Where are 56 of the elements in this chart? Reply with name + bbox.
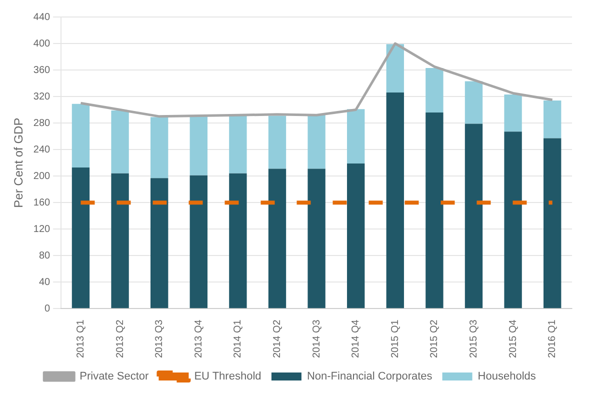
legend-label: Households	[478, 370, 536, 383]
bar	[464, 124, 483, 308]
x-tick-label: 2014 Q3	[311, 319, 322, 358]
y-tick-label: 280	[33, 118, 51, 129]
bar	[347, 163, 365, 308]
x-tick-label: 2014 Q2	[272, 319, 283, 358]
bar	[308, 168, 326, 308]
bar	[72, 104, 90, 168]
bar	[268, 168, 286, 308]
x-tick-label: 2014 Q4	[350, 319, 362, 358]
y-tick-label: 200	[33, 170, 51, 182]
bar	[150, 178, 168, 308]
bar	[229, 173, 247, 308]
x-tick-label: 2015 Q3	[468, 319, 480, 358]
y-tick-label: 320	[33, 91, 51, 102]
bar	[544, 138, 562, 308]
x-tick-label: 2015 Q2	[429, 319, 440, 358]
x-tick-label: 2013 Q1	[75, 319, 86, 358]
x-tick-label: 2013 Q4	[193, 319, 204, 358]
y-tick-label: 400	[33, 38, 51, 50]
bar	[386, 44, 404, 93]
y-tick-label: 160	[33, 197, 51, 208]
bar	[504, 94, 522, 132]
x-tick-label: 2015 Q4	[508, 319, 519, 358]
bar	[111, 110, 129, 174]
bar	[190, 175, 208, 308]
y-tick-label: 240	[33, 144, 51, 156]
x-tick-label: 2014 Q1	[232, 319, 244, 358]
bar	[347, 109, 365, 164]
bar	[190, 116, 208, 176]
bar	[426, 68, 444, 112]
x-tick-label: 2015 Q1	[390, 319, 401, 358]
bar	[268, 116, 286, 169]
x-tick-label: 2016 Q1	[547, 319, 558, 358]
bar	[464, 81, 483, 124]
x-tick-label: 2013 Q2	[114, 319, 126, 358]
bar	[386, 92, 404, 308]
bar	[504, 132, 522, 308]
bar	[544, 100, 562, 138]
legend-label: Non-Financial Corporates	[306, 370, 433, 383]
y-tick-label: 40	[38, 276, 51, 288]
bar	[308, 114, 326, 169]
x-tick-label: 2013 Q3	[154, 319, 166, 358]
bar	[150, 117, 168, 178]
y-tick-label: 360	[33, 64, 51, 76]
y-tick-label: 80	[38, 250, 51, 262]
y-tick-label: 120	[33, 224, 51, 235]
bar	[229, 116, 247, 174]
legend-label: EU Threshold	[194, 370, 262, 383]
y-tick-label: 440	[33, 12, 51, 23]
bar	[72, 167, 90, 308]
bar	[111, 173, 129, 308]
y-axis-title: Per Cent of GDP	[12, 118, 26, 208]
y-tick-label: 0	[44, 303, 51, 314]
legend-label: Private Sector	[80, 370, 150, 383]
bar	[426, 112, 444, 308]
